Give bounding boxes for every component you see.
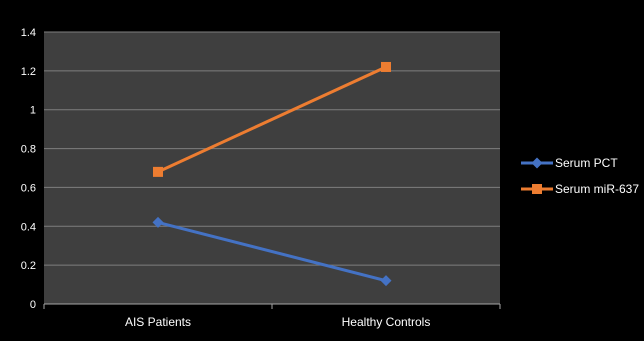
legend: Serum PCT Serum miR-637 [521, 156, 639, 196]
y-tick-label: 1 [30, 105, 36, 117]
data-point [152, 216, 164, 228]
data-point [380, 275, 392, 287]
legend-label: Serum PCT [555, 156, 618, 170]
legend-swatch-marker [531, 157, 543, 169]
legend-item: Serum miR-637 [521, 182, 639, 196]
data-point [381, 61, 391, 72]
legend-item: Serum PCT [521, 156, 618, 170]
y-tick-label: 0.4 [21, 221, 36, 233]
data-point [153, 166, 163, 177]
x-tick-label: Healthy Controls [342, 315, 431, 329]
legend-swatch-marker [532, 184, 542, 194]
y-tick-label: 0.2 [21, 260, 36, 272]
series-group [152, 61, 392, 287]
plot-area [44, 31, 500, 304]
series-line [157, 65, 387, 174]
y-tick-label: 1.2 [21, 66, 36, 78]
y-tick-label: 0 [30, 299, 36, 311]
y-tick-label: 0.6 [21, 182, 36, 194]
x-tick-label: AIS Patients [125, 315, 191, 329]
series-1 [153, 61, 391, 177]
y-tick-label: 0.8 [21, 144, 36, 156]
axes: 0 0.2 0.4 0.6 0.8 1 1.2 1.4 AIS Patients Healthy … [21, 27, 501, 329]
y-tick-label: 1.4 [21, 27, 36, 39]
series-0 [152, 216, 392, 287]
series-line [157, 220, 387, 283]
legend-label: Serum miR-637 [555, 182, 639, 196]
plot-background [44, 32, 500, 304]
